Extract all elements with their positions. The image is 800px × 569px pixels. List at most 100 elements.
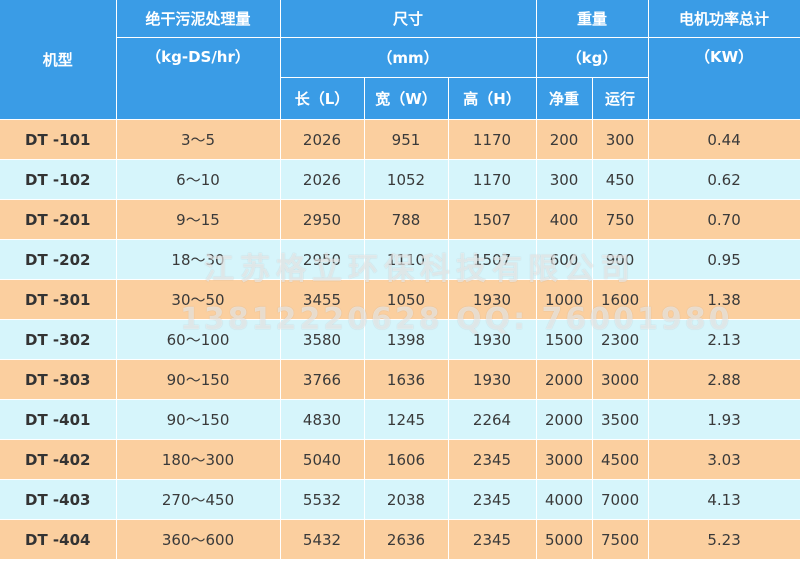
cell-model: DT -301 — [0, 279, 117, 320]
cell-model: DT -202 — [0, 239, 117, 280]
cell-net: 400 — [536, 199, 593, 240]
cell-net: 300 — [536, 159, 593, 200]
table-header: 机型 绝干污泥处理量 尺寸 重量 电机功率总计 （kg-DS/hr） （mm） … — [0, 0, 800, 120]
cell-power: 2.88 — [648, 359, 800, 400]
table-row: DT -303 90～150 3766 1636 1930 2000 3000 2.88 — [0, 359, 800, 400]
cell-length: 2026 — [280, 119, 365, 160]
cell-run: 3000 — [592, 359, 649, 400]
cell-model: DT -404 — [0, 519, 117, 560]
cell-model: DT -303 — [0, 359, 117, 400]
cell-power: 0.70 — [648, 199, 800, 240]
cell-net: 2000 — [536, 399, 593, 440]
cell-capacity: 9～15 — [116, 199, 281, 240]
cell-height: 1170 — [448, 159, 537, 200]
cell-model: DT -101 — [0, 119, 117, 160]
cell-model: DT -201 — [0, 199, 117, 240]
cell-power: 4.13 — [648, 479, 800, 520]
cell-length: 4830 — [280, 399, 365, 440]
cell-run: 4500 — [592, 439, 649, 480]
header-power-unit: （KW） — [648, 37, 800, 120]
cell-height: 1507 — [448, 239, 537, 280]
cell-width: 2636 — [364, 519, 449, 560]
cell-run: 900 — [592, 239, 649, 280]
cell-height: 2345 — [448, 479, 537, 520]
cell-height: 1507 — [448, 199, 537, 240]
cell-run: 750 — [592, 199, 649, 240]
cell-model: DT -403 — [0, 479, 117, 520]
table-row: DT -102 6～10 2026 1052 1170 300 450 0.62 — [0, 159, 800, 200]
cell-capacity: 90～150 — [116, 359, 281, 400]
cell-run: 450 — [592, 159, 649, 200]
header-size: 尺寸 — [280, 0, 537, 38]
cell-length: 3580 — [280, 319, 365, 360]
cell-length: 5432 — [280, 519, 365, 560]
cell-net: 200 — [536, 119, 593, 160]
header-weight-unit: （kg） — [536, 37, 649, 78]
cell-run: 7500 — [592, 519, 649, 560]
cell-length: 3455 — [280, 279, 365, 320]
header-net-weight: 净重 — [536, 77, 593, 120]
cell-power: 3.03 — [648, 439, 800, 480]
header-height: 高（H） — [448, 77, 537, 120]
cell-net: 1500 — [536, 319, 593, 360]
cell-power: 1.38 — [648, 279, 800, 320]
cell-width: 951 — [364, 119, 449, 160]
cell-net: 1000 — [536, 279, 593, 320]
cell-power: 0.95 — [648, 239, 800, 280]
table-row: DT -404 360～600 5432 2636 2345 5000 7500 5.23 — [0, 519, 800, 560]
cell-height: 2345 — [448, 519, 537, 560]
cell-model: DT -401 — [0, 399, 117, 440]
header-model: 机型 — [0, 0, 117, 120]
table-row: DT -401 90～150 4830 1245 2264 2000 3500 1.93 — [0, 399, 800, 440]
cell-width: 1052 — [364, 159, 449, 200]
cell-width: 1636 — [364, 359, 449, 400]
cell-height: 1170 — [448, 119, 537, 160]
cell-capacity: 270～450 — [116, 479, 281, 520]
table-row: DT -101 3～5 2026 951 1170 200 300 0.44 — [0, 119, 800, 160]
cell-model: DT -402 — [0, 439, 117, 480]
cell-run: 3500 — [592, 399, 649, 440]
cell-width: 1245 — [364, 399, 449, 440]
cell-height: 2264 — [448, 399, 537, 440]
header-capacity-unit: （kg-DS/hr） — [116, 37, 281, 120]
cell-length: 2026 — [280, 159, 365, 200]
cell-power: 0.44 — [648, 119, 800, 160]
cell-model: DT -102 — [0, 159, 117, 200]
header-length: 长（L） — [280, 77, 365, 120]
table-row: DT -201 9～15 2950 788 1507 400 750 0.70 — [0, 199, 800, 240]
cell-net: 600 — [536, 239, 593, 280]
cell-width: 2038 — [364, 479, 449, 520]
cell-run: 300 — [592, 119, 649, 160]
cell-width: 788 — [364, 199, 449, 240]
cell-power: 1.93 — [648, 399, 800, 440]
header-power: 电机功率总计 — [648, 0, 800, 38]
header-weight: 重量 — [536, 0, 649, 38]
cell-power: 2.13 — [648, 319, 800, 360]
cell-capacity: 3～5 — [116, 119, 281, 160]
cell-run: 1600 — [592, 279, 649, 320]
table-row: DT -402 180～300 5040 1606 2345 3000 4500 3.03 — [0, 439, 800, 480]
cell-model: DT -302 — [0, 319, 117, 360]
cell-length: 3766 — [280, 359, 365, 400]
header-run-weight: 运行 — [592, 77, 649, 120]
cell-run: 7000 — [592, 479, 649, 520]
cell-run: 2300 — [592, 319, 649, 360]
header-size-unit: （mm） — [280, 37, 537, 78]
header-width: 宽（W） — [364, 77, 449, 120]
cell-net: 2000 — [536, 359, 593, 400]
cell-width: 1398 — [364, 319, 449, 360]
cell-width: 1606 — [364, 439, 449, 480]
cell-length: 5040 — [280, 439, 365, 480]
cell-length: 2950 — [280, 199, 365, 240]
cell-height: 1930 — [448, 359, 537, 400]
table-row: DT -403 270～450 5532 2038 2345 4000 7000 4.13 — [0, 479, 800, 520]
cell-length: 2950 — [280, 239, 365, 280]
table-row: DT -302 60～100 3580 1398 1930 1500 2300 2.13 — [0, 319, 800, 360]
cell-net: 4000 — [536, 479, 593, 520]
cell-capacity: 6～10 — [116, 159, 281, 200]
cell-capacity: 30～50 — [116, 279, 281, 320]
cell-length: 5532 — [280, 479, 365, 520]
cell-power: 0.62 — [648, 159, 800, 200]
cell-power: 5.23 — [648, 519, 800, 560]
